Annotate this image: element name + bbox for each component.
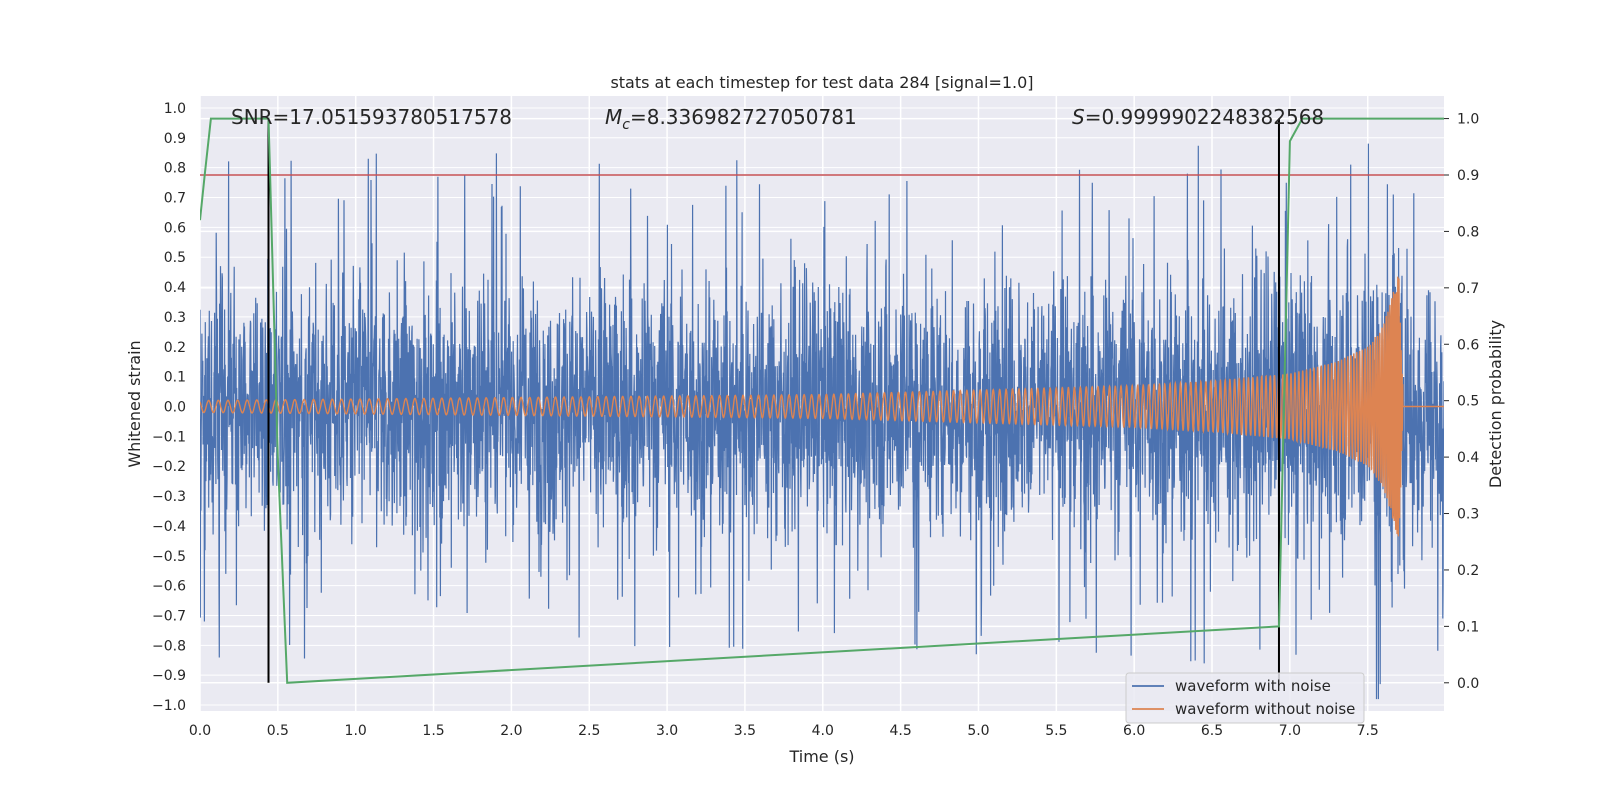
- right-y-tick-label: 0.3: [1457, 507, 1479, 523]
- x-tick-label: 6.5: [1201, 723, 1223, 739]
- y-tick-label: −0.5: [152, 549, 186, 565]
- x-tick-label: 7.0: [1279, 723, 1301, 739]
- s-symbol: S: [1072, 105, 1085, 129]
- y-tick-label: 0.7: [164, 191, 186, 207]
- data-layer: [200, 117, 1444, 700]
- tick-labels: 1.0 0.9 0.8 0.7 0.6 0.5 0.4 0.3 0.2 0.1 0.0 −0.1 −0.…: [152, 101, 1479, 739]
- y-tick-label: 0.9: [164, 131, 186, 147]
- right-y-tick-label: 0.1: [1457, 619, 1479, 635]
- series-line-waveform-without-noise: [200, 276, 1444, 537]
- x-tick-label: 0.5: [267, 723, 289, 739]
- y-tick-label: 1.0: [164, 101, 186, 117]
- right-y-tick-label: 0.4: [1457, 450, 1479, 466]
- right-y-tick-label: 0.6: [1457, 337, 1479, 353]
- y-tick-label: −0.2: [152, 459, 186, 475]
- y-tick-label: 0.5: [164, 250, 186, 266]
- y-tick-label: −0.9: [152, 668, 186, 684]
- y-tick-label: 0.0: [164, 399, 186, 415]
- x-tick-label: 6.0: [1123, 723, 1145, 739]
- y-tick-label: −0.3: [152, 489, 186, 505]
- x-tick-label: 7.5: [1357, 723, 1379, 739]
- y-axis-label-right: Detection probability: [1486, 320, 1505, 488]
- legend-label-waveform-without-noise: waveform without noise: [1175, 700, 1355, 718]
- right-y-tick-label: 0.2: [1457, 563, 1479, 579]
- legend-box: [1125, 672, 1365, 724]
- x-tick-label: 1.5: [422, 723, 444, 739]
- mc-value: =8.336982727050781: [630, 105, 857, 129]
- x-axis-label: Time (s): [788, 747, 854, 766]
- y-tick-label: 0.2: [164, 340, 186, 356]
- mc-subscript: c: [622, 117, 630, 133]
- x-tick-label: 2.5: [578, 723, 600, 739]
- mc-symbol: M: [605, 105, 622, 129]
- x-tick-label: 3.5: [734, 723, 756, 739]
- y-tick-label: 0.8: [164, 161, 186, 177]
- snr-annotation: SNR=17.051593780517578: [231, 105, 512, 129]
- s-value: =0.9999902248382568: [1085, 105, 1324, 129]
- right-y-tick-label: 0.8: [1457, 224, 1479, 240]
- y-tick-label: −0.1: [152, 429, 186, 445]
- series-line-detection-probability: [200, 117, 1444, 684]
- legend: waveform with noise waveform without noi…: [1125, 672, 1365, 724]
- y-tick-label: 0.4: [164, 280, 186, 296]
- chirp-mass-annotation: Mc=8.336982727050781: [605, 105, 857, 133]
- right-y-tick-label: 0.5: [1457, 394, 1479, 410]
- legend-label-waveform-with-noise: waveform with noise: [1175, 677, 1331, 695]
- y-tick-label: 0.1: [164, 370, 186, 386]
- x-tick-label: 3.0: [656, 723, 678, 739]
- x-tick-label: 5.5: [1045, 723, 1067, 739]
- right-y-tick-label: 0.9: [1457, 168, 1479, 184]
- detection-score-annotation: S=0.9999902248382568: [1072, 105, 1324, 129]
- y-axis-label: Whitened strain: [125, 340, 144, 467]
- y-tick-label: −0.6: [152, 579, 186, 595]
- right-y-tick-label: 0.0: [1457, 676, 1479, 692]
- x-tick-label: 5.0: [967, 723, 989, 739]
- x-tick-label: 4.5: [889, 723, 911, 739]
- y-tick-label: −0.8: [152, 638, 186, 654]
- x-tick-label: 4.0: [812, 723, 834, 739]
- y-tick-label: −1.0: [152, 698, 186, 714]
- y-tick-label: 0.6: [164, 220, 186, 236]
- y-tick-label: −0.4: [152, 519, 186, 535]
- y-tick-label: 0.3: [164, 310, 186, 326]
- x-tick-label: 2.0: [500, 723, 522, 739]
- chart-title: stats at each timestep for test data 284…: [610, 73, 1033, 92]
- x-tick-label: 1.0: [345, 723, 367, 739]
- y-tick-label: −0.7: [152, 608, 186, 624]
- right-y-tick-label: 1.0: [1457, 112, 1479, 128]
- x-tick-label: 0.0: [189, 723, 211, 739]
- right-y-tick-label: 0.7: [1457, 281, 1479, 297]
